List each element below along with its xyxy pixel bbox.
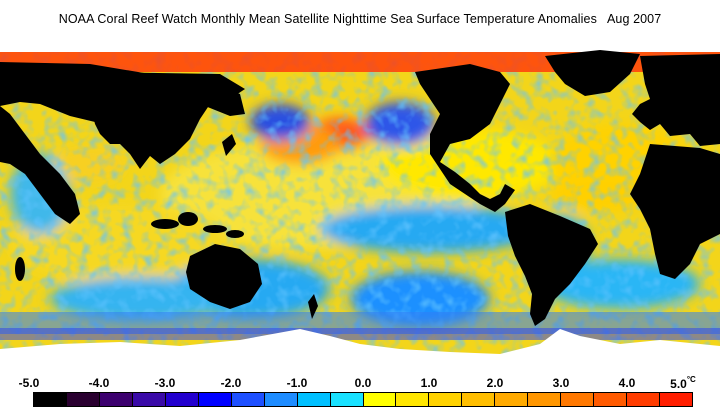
colorbar-tick-label: 3.0: [552, 376, 570, 390]
colorbar-swatch: [594, 393, 628, 406]
colorbar-swatch: [627, 393, 661, 406]
colorbar-swatch: [264, 393, 298, 406]
antarctica-ice: [0, 329, 720, 369]
colorbar-tick-label: 5.0°C: [670, 375, 696, 391]
colorbar: [33, 392, 693, 407]
colorbar-ticks: -5.0 -4.0 -3.0 -2.0 -1.0 0.0 1.0 2.0 3.0 4.0 5.0°C: [0, 375, 720, 392]
world-sst-anomaly-map: [0, 44, 720, 369]
colorbar-swatch: [363, 393, 397, 406]
colorbar-swatch: [330, 393, 364, 406]
colorbar-swatch: [495, 393, 529, 406]
colorbar-swatch: [165, 393, 199, 406]
colorbar-swatch: [198, 393, 232, 406]
land: [0, 50, 720, 326]
colorbar-swatch: [231, 393, 265, 406]
colorbar-tick-label: 2.0: [486, 376, 504, 390]
map-date: Aug 2007: [606, 12, 662, 26]
colorbar-swatch: [462, 393, 496, 406]
colorbar-tick-label: -1.0: [286, 376, 308, 390]
colorbar-tick-label: -4.0: [88, 376, 110, 390]
map-title: NOAA Coral Reef Watch Monthly Mean Satel…: [58, 12, 662, 26]
colorbar-swatch: [99, 393, 133, 406]
colorbar-tick-label: 1.0: [420, 376, 438, 390]
arctic-anomaly: [0, 50, 720, 72]
colorbar-swatch: [297, 393, 331, 406]
colorbar-tick-label: 4.0: [618, 376, 636, 390]
colorbar-swatch: [66, 393, 100, 406]
colorbar-swatch: [660, 393, 693, 406]
colorbar-swatch: [561, 393, 595, 406]
colorbar-swatch: [396, 393, 430, 406]
colorbar-swatch: [34, 393, 67, 406]
colorbar-tick-label: -3.0: [154, 376, 176, 390]
colorbar-tick-label: -2.0: [220, 376, 242, 390]
colorbar-unit: °C: [686, 375, 696, 384]
colorbar-swatch: [528, 393, 562, 406]
colorbar-swatch: [132, 393, 166, 406]
colorbar-swatch: [429, 393, 463, 406]
colorbar-tick-label: -5.0: [18, 376, 40, 390]
colorbar-tick-label: 0.0: [354, 376, 372, 390]
